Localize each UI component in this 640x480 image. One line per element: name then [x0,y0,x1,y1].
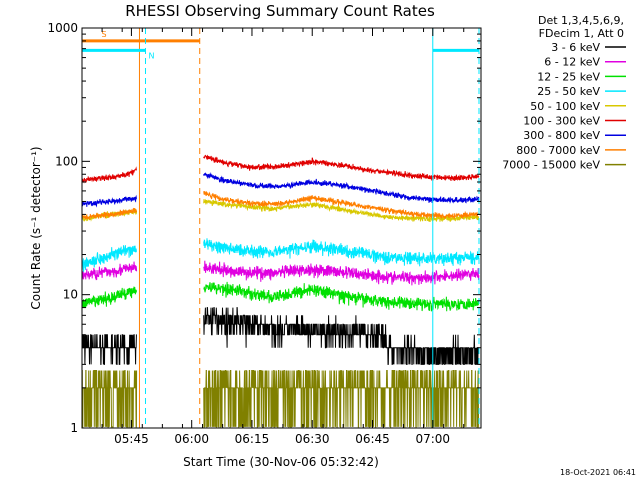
plot-frame [81,27,482,429]
series-line-3-6-kev-1 [81,334,137,365]
marker-s: S [82,28,201,428]
marker-label-s: S [101,30,106,39]
legend-label: 25 - 50 keV [537,85,600,98]
series-line-100-300-kev-1 [81,166,137,184]
series-line-6-12-kev-2 [203,260,480,286]
x-tick-label: 07:00 [415,432,450,446]
series-line-300-800-kev-1 [81,194,138,208]
x-tick-label: 06:15 [235,432,270,446]
series-25-50-kev [81,238,480,272]
series-3-6-kev [81,307,479,365]
legend-item-3-6-kev: 3 - 6 keV [551,41,626,54]
legend-item-800-7000-kev: 800 - 7000 keV [516,144,626,157]
series-layer [81,154,480,428]
legend-item-300-800-kev: 300 - 800 keV [523,129,626,142]
legend-header-line-1: Det 1,3,4,5,6,9, [538,14,624,27]
series-800-7000-kev [81,191,480,221]
marker-n: N [82,28,480,428]
legend-label: 800 - 7000 keV [516,144,600,157]
legend-item-12-25-kev: 12 - 25 keV [537,70,626,83]
chart-title: RHESSI Observing Summary Count Rates [125,2,435,20]
series-line-25-50-kev-1 [81,245,138,272]
legend-label: 300 - 800 keV [523,129,600,142]
legend-label: 7000 - 15000 keV [502,159,600,172]
series-100-300-kev [81,154,480,184]
legend-item-50-100-kev: 50 - 100 keV [530,100,626,113]
legend-label: 100 - 300 keV [523,115,600,128]
y-axis-label: Count Rate (s⁻¹ detector⁻¹) [29,146,43,309]
marker-layer: SN [82,28,480,428]
legend: Det 1,3,4,5,6,9, FDecim 1, Att 0 3 - 6 k… [502,14,626,172]
y-tick-label: 10 [63,288,78,302]
legend-label: 6 - 12 keV [544,56,600,69]
y-tick-label: 1000 [47,21,78,35]
series-line-7000-15000-kev-1 [81,370,138,428]
x-tick-label: 05:45 [114,432,149,446]
series-line-100-300-kev-2 [203,154,480,182]
x-tick-label: 06:45 [355,432,390,446]
series-7000-15000-kev [81,370,480,428]
series-line-7000-15000-kev-2 [203,370,480,428]
series-line-12-25-kev-2 [203,281,480,312]
series-line-12-25-kev-1 [81,286,138,309]
legend-label: 50 - 100 keV [530,100,600,113]
legend-item-7000-15000-kev: 7000 - 15000 keV [502,159,626,172]
legend-label: 3 - 6 keV [551,41,600,54]
series-line-3-6-kev-2 [203,307,479,365]
x-tick-label: 06:30 [295,432,330,446]
legend-header-line-2: FDecim 1, Att 0 [539,27,624,40]
x-tick-label: 06:00 [174,432,209,446]
plot-area: SN 05:45 06:00 06:15 06:30 06:45 07:001101001… [47,21,482,446]
marker-label-n: N [148,51,154,60]
x-axis-label: Start Time (30-Nov-06 05:32:42) [183,455,379,469]
y-tick-label: 1 [70,421,78,435]
legend-label: 12 - 25 keV [537,70,600,83]
legend-item-100-300-kev: 100 - 300 keV [523,115,626,128]
series-line-800-7000-kev-1 [81,207,138,221]
legend-item-6-12-kev: 6 - 12 keV [544,56,626,69]
timestamp: 18-Oct-2021 06:41 [560,468,636,477]
series-line-6-12-kev-1 [81,261,138,281]
legend-item-25-50-kev: 25 - 50 keV [537,85,626,98]
y-tick-label: 100 [55,154,78,168]
series-line-25-50-kev-2 [203,238,480,267]
axis-layer: 05:45 06:00 06:15 06:30 06:45 07:00 1 10 100 1000 [47,21,481,446]
series-12-25-kev [81,281,480,312]
